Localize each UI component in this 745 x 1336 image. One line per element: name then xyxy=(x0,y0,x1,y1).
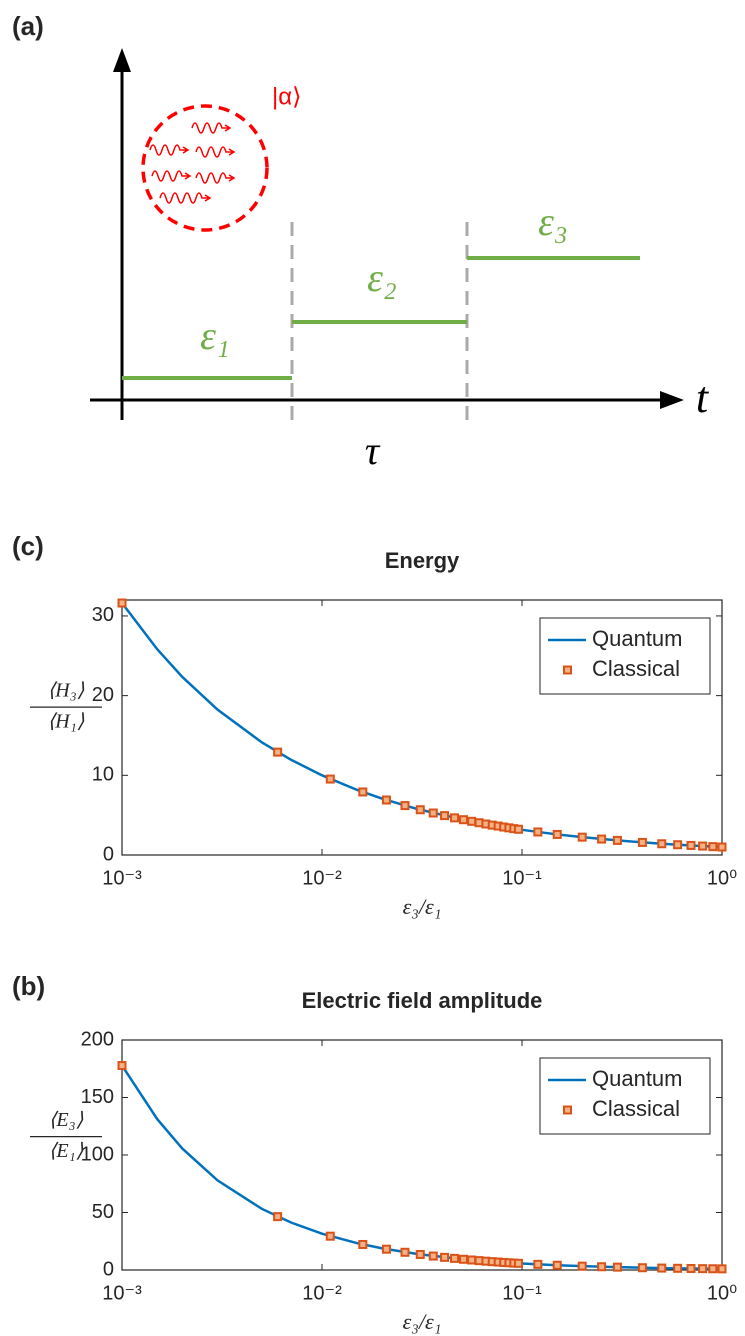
data-marker xyxy=(637,1263,647,1273)
panel-label: (a) xyxy=(12,11,44,41)
data-marker xyxy=(552,829,562,839)
data-marker xyxy=(612,835,622,845)
data-marker xyxy=(400,1247,410,1257)
level-label: ε₃ xyxy=(538,199,568,244)
y-tick-label: 30 xyxy=(92,604,114,626)
panel-label: (c) xyxy=(12,531,44,561)
data-marker xyxy=(533,827,543,837)
x-tick-label: 10⁻³ xyxy=(102,867,142,889)
data-marker xyxy=(708,842,718,852)
legend-label: Quantum xyxy=(592,1066,683,1091)
state-label: |α⟩ xyxy=(272,83,301,110)
data-marker xyxy=(698,1264,708,1274)
data-marker xyxy=(597,834,607,844)
data-marker xyxy=(325,774,335,784)
y-label-numerator: ⟨H₃⟩ xyxy=(47,680,84,702)
data-marker xyxy=(440,1252,450,1262)
data-marker xyxy=(686,840,696,850)
duration-label: τ xyxy=(365,428,381,473)
data-marker xyxy=(552,1260,562,1270)
data-marker xyxy=(440,811,450,821)
legend-label: Classical xyxy=(592,656,680,681)
legend-label: Quantum xyxy=(592,626,683,651)
data-marker xyxy=(698,841,708,851)
panel-label: (b) xyxy=(12,971,45,1001)
data-marker xyxy=(673,1263,683,1273)
data-marker xyxy=(513,1258,523,1268)
x-tick-label: 10⁻¹ xyxy=(502,1282,542,1304)
data-marker xyxy=(358,787,368,797)
y-tick-label: 150 xyxy=(81,1086,114,1108)
x-tick-label: 10⁻² xyxy=(302,1282,342,1304)
x-axis-label: ε₃/ε₁ xyxy=(403,1309,442,1334)
x-axis-label: ε₃/ε₁ xyxy=(403,894,442,919)
data-marker xyxy=(415,1249,425,1259)
data-marker xyxy=(325,1231,335,1241)
legend-box xyxy=(539,617,711,695)
time-label: t xyxy=(696,373,710,422)
x-tick-label: 10⁰ xyxy=(707,1282,737,1304)
x-tick-label: 10⁻¹ xyxy=(502,867,542,889)
data-marker xyxy=(657,1263,667,1273)
y-tick-label: 0 xyxy=(103,1258,114,1280)
data-marker xyxy=(597,1262,607,1272)
data-marker xyxy=(637,837,647,847)
x-tick-label: 10⁻² xyxy=(302,867,342,889)
y-tick-label: 100 xyxy=(81,1143,114,1165)
data-marker xyxy=(400,801,410,811)
data-marker xyxy=(273,747,283,757)
y-tick-label: 10 xyxy=(92,764,114,786)
y-label-denominator: ⟨H₁⟩ xyxy=(47,711,84,733)
data-marker xyxy=(450,1253,460,1263)
data-marker xyxy=(673,840,683,850)
x-tick-label: 10⁰ xyxy=(707,867,737,889)
data-marker xyxy=(686,1263,696,1273)
data-marker xyxy=(577,832,587,842)
legend-label: Classical xyxy=(592,1096,680,1121)
coherent-state xyxy=(141,104,269,232)
data-marker xyxy=(117,1061,127,1071)
data-marker xyxy=(381,795,391,805)
axis-arrow xyxy=(113,48,131,72)
y-label-denominator: ⟨E₁⟩ xyxy=(49,1140,84,1162)
data-marker xyxy=(717,1264,727,1274)
chart-title: Electric field amplitude xyxy=(302,988,543,1013)
y-tick-label: 20 xyxy=(92,684,114,706)
data-marker xyxy=(612,1262,622,1272)
photon-waves xyxy=(149,122,236,204)
data-marker xyxy=(577,1261,587,1271)
data-marker xyxy=(459,815,469,825)
data-marker xyxy=(657,839,667,849)
data-marker xyxy=(428,808,438,818)
data-marker xyxy=(533,1259,543,1269)
data-marker xyxy=(467,816,477,826)
level-label: ε₁ xyxy=(200,313,230,358)
legend-box xyxy=(539,1057,711,1135)
data-marker xyxy=(459,1254,469,1264)
y-tick-label: 0 xyxy=(103,843,114,865)
y-tick-label: 200 xyxy=(81,1028,114,1050)
axis-arrow xyxy=(660,391,684,409)
legend-marker xyxy=(563,1105,572,1115)
data-marker xyxy=(717,842,727,852)
x-tick-label: 10⁻³ xyxy=(102,1282,142,1304)
data-marker xyxy=(708,1264,718,1274)
data-marker xyxy=(513,824,523,834)
data-marker xyxy=(381,1244,391,1254)
y-tick-label: 50 xyxy=(92,1201,114,1223)
data-marker xyxy=(117,598,127,608)
data-marker xyxy=(358,1239,368,1249)
data-marker xyxy=(450,813,460,823)
data-marker xyxy=(467,1255,477,1265)
data-marker xyxy=(428,1251,438,1261)
data-marker xyxy=(273,1212,283,1222)
data-marker xyxy=(415,805,425,815)
level-label: ε₂ xyxy=(367,255,397,300)
legend-marker xyxy=(563,665,572,675)
y-label-numerator: ⟨E₃⟩ xyxy=(49,1109,84,1131)
chart-title: Energy xyxy=(385,548,460,573)
